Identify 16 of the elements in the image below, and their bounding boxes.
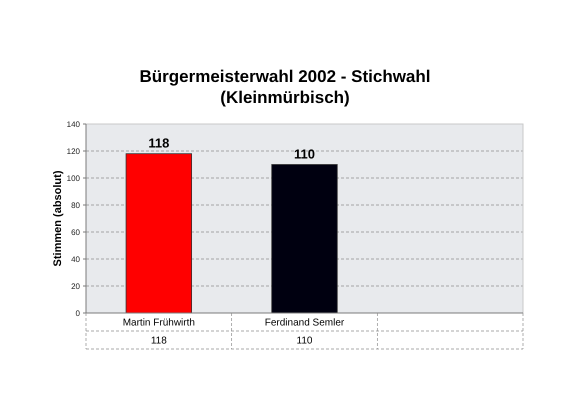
annotation: 118: [148, 136, 170, 151]
data-label: 110: [296, 336, 313, 346]
chart-title: Bürgermeisterwahl 2002 - Stichwahl (Kleinmürbisch): [140, 67, 430, 107]
annotation: 110: [294, 146, 315, 162]
x-tick-label: Martin Frühwirth: [122, 318, 195, 328]
x-tick-label: Ferdinand Semler: [264, 318, 345, 328]
y-tick-label: 0: [76, 308, 81, 318]
y-tick-label: 20: [71, 282, 81, 291]
y-axis-title: Stimmen (absolut): [52, 170, 64, 266]
y-tick-label: 140: [66, 120, 81, 129]
y-tick-label: 80: [71, 200, 81, 210]
y-tick-label: 100: [66, 174, 81, 183]
data-label: 118: [150, 336, 168, 346]
y-tick-label: 120: [66, 146, 81, 156]
y-tick-label: 60: [71, 228, 81, 237]
y-tick-label: 40: [71, 254, 81, 264]
